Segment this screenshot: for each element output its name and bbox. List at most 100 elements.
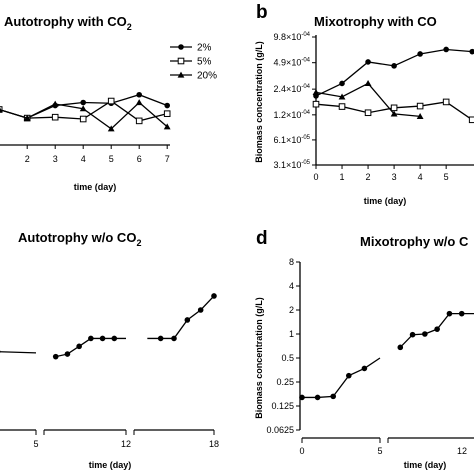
panel-d-segment-0-line bbox=[302, 357, 381, 399]
panel-d-x-tick-label-0: 0 bbox=[299, 446, 304, 456]
panel-d-segment-1-point-0 bbox=[397, 344, 404, 351]
panel-d-letter: d bbox=[256, 228, 268, 249]
panel-b-x-tick-label-3: 3 bbox=[392, 172, 397, 182]
panel-a: Autotrophy with CO2 2% 5% 20% 2 3 4 5 6 7 time … bbox=[0, 14, 217, 192]
panel-d-title: Mixotrophy w/o C bbox=[360, 234, 469, 249]
panel-b-series-0-line bbox=[315, 48, 473, 97]
panel-a-x-tick-label-3: 5 bbox=[109, 154, 114, 164]
panel-b-x-tick-label-0: 0 bbox=[313, 172, 318, 182]
panel-b-x-tick-label-2: 2 bbox=[366, 172, 371, 182]
panel-a-legend-marker-0 bbox=[178, 44, 184, 50]
panel-a-series-2-point-4 bbox=[107, 125, 115, 132]
panel-a-series-0-point-5 bbox=[136, 91, 142, 98]
panel-b-series-1-point-1 bbox=[338, 103, 346, 110]
panel-a-series-0-point-6 bbox=[164, 102, 170, 109]
panel-d-segment-1-point-5 bbox=[458, 310, 465, 317]
panel-a-series-1-point-4 bbox=[107, 97, 115, 105]
panel-a-series-2-point-3 bbox=[79, 105, 87, 112]
panel-b-series-0-point-5 bbox=[443, 46, 449, 53]
panel-b-series-2-point-3 bbox=[390, 110, 398, 117]
panel-c-segment-1-point-4 bbox=[99, 335, 106, 342]
panel-b-series-1-point-3 bbox=[390, 104, 398, 112]
panel-b-series-0-point-6 bbox=[469, 48, 474, 55]
panel-d-x-tick-label-1: 5 bbox=[377, 446, 382, 456]
panel-d-segment-0-point-3 bbox=[346, 372, 352, 379]
panel-d-y-tick-label-0: 8 bbox=[289, 257, 294, 267]
panel-d-segment-1-point-4 bbox=[446, 310, 453, 317]
panel-b-letter: b bbox=[256, 2, 268, 23]
panel-b-y-tick-label-0: 9.8×10-04 bbox=[274, 32, 311, 42]
panel-a-title: Autotrophy with CO2 bbox=[4, 14, 132, 32]
panel-b-x-axis-label: time (day) bbox=[364, 196, 407, 206]
panel-b-series-1-point-2 bbox=[364, 109, 372, 117]
panel-b-series-1-point-0 bbox=[312, 100, 320, 108]
panel-a-plot: 2 3 4 5 6 7 bbox=[0, 91, 171, 164]
panel-a-series-0-point-3 bbox=[80, 99, 86, 106]
panel-d-segment-0-point-1 bbox=[314, 394, 321, 401]
panel-b-series-0-point-2 bbox=[365, 59, 371, 65]
panel-b-series-1-point-4 bbox=[416, 102, 424, 110]
panel-c-segment-2-point-5 bbox=[211, 293, 217, 299]
panel-d-x-axis-label: time (day) bbox=[404, 460, 447, 470]
panel-a-x-tick-label-5: 7 bbox=[165, 154, 170, 164]
panel-b: b Mixotrophy with CO Biomass concentrati… bbox=[254, 2, 474, 206]
panel-d-y-tick-label-1: 4 bbox=[289, 281, 294, 291]
panel-a-series-1-point-2 bbox=[51, 113, 59, 121]
panel-b-series-2-point-2 bbox=[364, 80, 372, 87]
panel-b-x-tick-label-5: 5 bbox=[444, 172, 449, 182]
panel-c-segment-2-line bbox=[147, 295, 215, 340]
panel-b-y-tick-label-4: 6.1×10-05 bbox=[274, 135, 311, 145]
panel-a-legend-marker-1 bbox=[177, 57, 185, 65]
panel-b-series-2-point-0 bbox=[312, 88, 320, 95]
panel-a-x-tick-label-4: 6 bbox=[137, 154, 142, 164]
panel-a-x-tick-label-1: 3 bbox=[53, 154, 58, 164]
panel-a-series-1-point-5 bbox=[135, 117, 143, 125]
panel-c-segment-2-point-4 bbox=[197, 307, 204, 313]
panel-b-x-tick-label-1: 1 bbox=[340, 172, 345, 182]
panel-c-x-tick-label-2: 18 bbox=[209, 439, 219, 449]
panel-c-segment-1-point-2 bbox=[76, 343, 82, 350]
panel-d-y-tick-label-2: 2 bbox=[289, 305, 294, 315]
panel-c-segment-2-point-2 bbox=[171, 335, 177, 342]
panel-d-x-tick-label-2: 12 bbox=[457, 446, 467, 456]
panel-b-series-0-point-4 bbox=[417, 51, 423, 57]
panel-a-legend: 2% 5% 20% bbox=[170, 43, 217, 82]
panel-c: Autotrophy w/o CO2 5 12 18 time (day) bbox=[0, 230, 219, 470]
panel-c-segment-1-point-1 bbox=[64, 351, 71, 357]
panel-a-series-1-point-6 bbox=[163, 110, 171, 117]
panel-c-segment-1-point-3 bbox=[88, 335, 94, 342]
panel-c-x-tick-label-1: 12 bbox=[121, 439, 131, 449]
panel-c-segment-2-point-3 bbox=[184, 317, 191, 323]
panel-c-segment-1-point-0 bbox=[52, 353, 59, 360]
panel-c-x-axis-label: time (day) bbox=[89, 460, 132, 470]
panel-b-series-1-point-6 bbox=[468, 116, 474, 124]
panel-c-x-tick-label-0: 5 bbox=[33, 439, 38, 449]
panel-a-legend-marker-2 bbox=[177, 71, 185, 78]
panel-a-x-tick-label-0: 2 bbox=[25, 154, 30, 164]
panel-b-y-tick-label-1: 4.9×10-04 bbox=[274, 58, 311, 68]
panel-a-series-2-point-2 bbox=[51, 100, 59, 107]
panel-b-y-tick-label-2: 2.4×10-04 bbox=[274, 84, 311, 94]
panel-a-legend-label-2: 20% bbox=[197, 71, 217, 82]
panel-a-series-1-point-3 bbox=[79, 115, 87, 123]
panel-a-legend-label-1: 5% bbox=[197, 57, 212, 68]
panel-d-y-tick-label-4: 0.5 bbox=[281, 353, 294, 363]
panel-d-y-tick-label-7: 0.0625 bbox=[266, 425, 294, 435]
panel-d-y-tick-label-5: 0.25 bbox=[276, 377, 294, 387]
panel-a-series-2-point-6 bbox=[163, 123, 171, 130]
panel-d-segment-1-point-2 bbox=[422, 331, 428, 337]
panel-b-title: Mixotrophy with CO bbox=[314, 14, 437, 29]
panel-b-series-0-point-3 bbox=[391, 63, 397, 69]
panel-a-series-2-point-5 bbox=[135, 99, 143, 106]
panel-c-segment-0-line bbox=[0, 351, 37, 354]
panel-c-title: Autotrophy w/o CO2 bbox=[18, 230, 141, 248]
panel-d-segment-1-point-1 bbox=[409, 331, 416, 338]
panel-b-series-2-point-1 bbox=[338, 93, 346, 100]
panel-d-plot: 8 4 2 1 0.5 0.25 0.125 0.0625 0 5 12 bbox=[266, 257, 474, 456]
panel-d-y-axis-label: Biomass concentration (g/L) bbox=[254, 297, 264, 419]
panel-c-segment-1-point-5 bbox=[111, 335, 118, 342]
panel-c-plot: 5 12 18 bbox=[0, 293, 219, 449]
panel-b-x-tick-label-4: 4 bbox=[418, 172, 423, 182]
panel-b-series-1-point-5 bbox=[442, 98, 450, 106]
panel-d-segment-0-point-0 bbox=[299, 394, 305, 401]
